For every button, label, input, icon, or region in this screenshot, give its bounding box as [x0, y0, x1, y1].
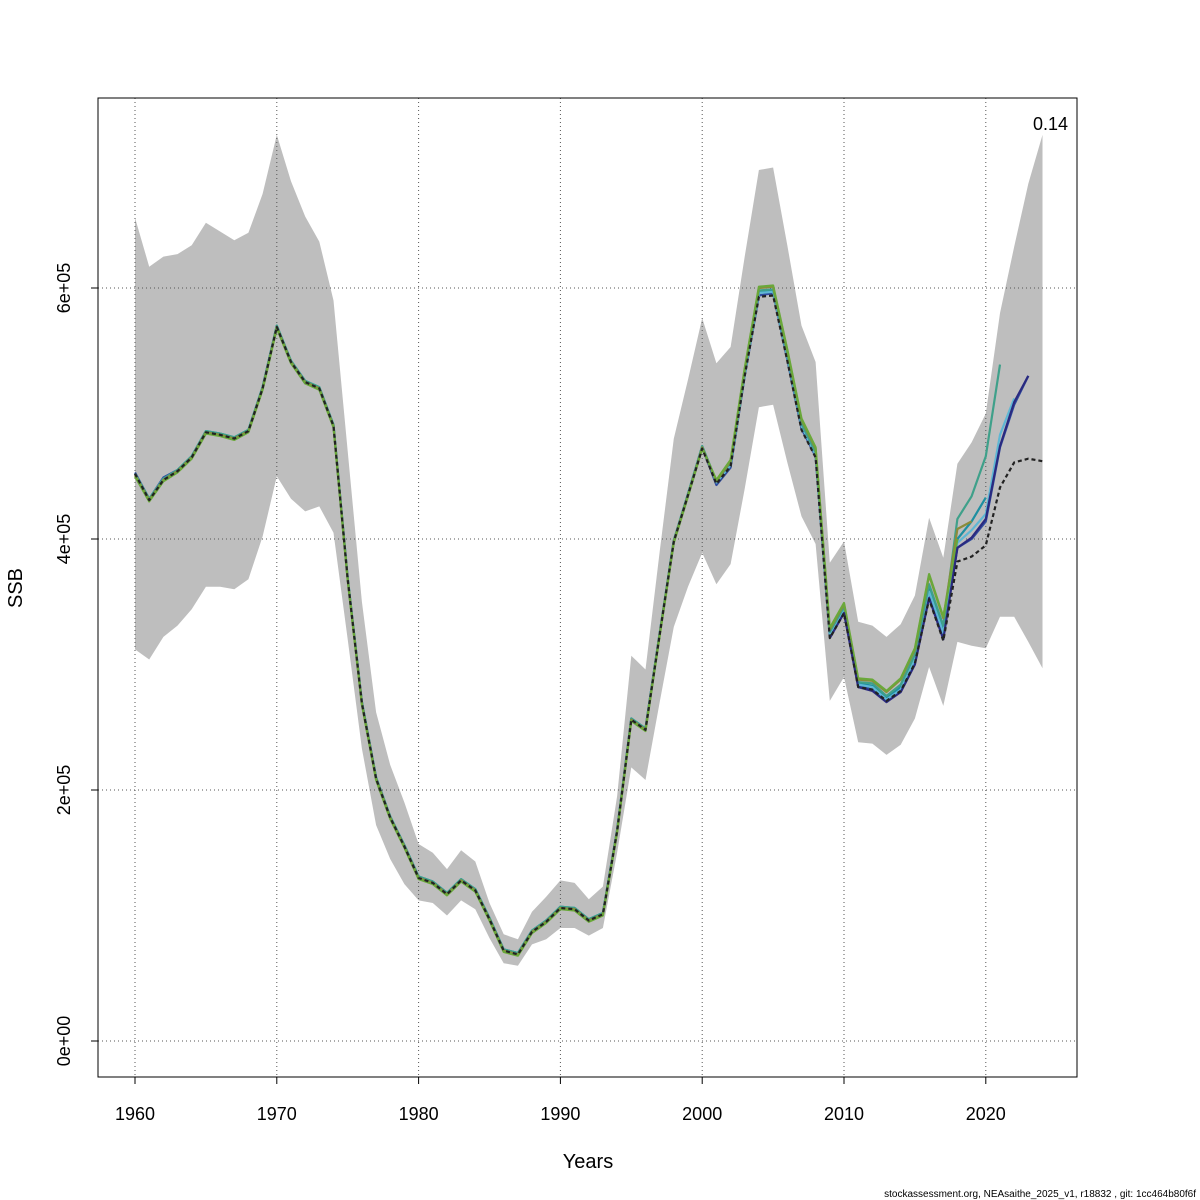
confidence-band: [135, 134, 1043, 966]
x-tick-label: 2010: [824, 1104, 864, 1124]
y-axis-title: SSB: [5, 568, 27, 608]
y-tick-label: 4e+05: [54, 514, 74, 565]
x-tick-label: 2000: [682, 1104, 722, 1124]
axis-layer: 1960 1970 1980 1990 2000 2010 2020 0e+00 2e+05 4e…: [54, 263, 1006, 1124]
series-layer: [134, 284, 1043, 957]
y-tick-label: 0e+00: [54, 1016, 74, 1067]
x-tick-label: 1990: [540, 1104, 580, 1124]
x-tick-label: 2020: [966, 1104, 1006, 1124]
y-tick-label: 2e+05: [54, 765, 74, 816]
y-tick-label: 6e+05: [54, 263, 74, 314]
x-tick-label: 1960: [115, 1104, 155, 1124]
credit-text: stockassessment.org, NEAsaithe_2025_v1, …: [884, 1189, 1196, 1200]
annotation-label: 0.14: [1033, 114, 1068, 134]
x-axis-title: Years: [563, 1151, 613, 1173]
x-tick-label: 1980: [399, 1104, 439, 1124]
confidence-band-layer: [135, 134, 1043, 966]
series-line-6: [134, 284, 959, 957]
x-tick-label: 1970: [257, 1104, 297, 1124]
series-line-8: [134, 294, 1043, 956]
plot-frame: [97, 97, 1078, 1078]
